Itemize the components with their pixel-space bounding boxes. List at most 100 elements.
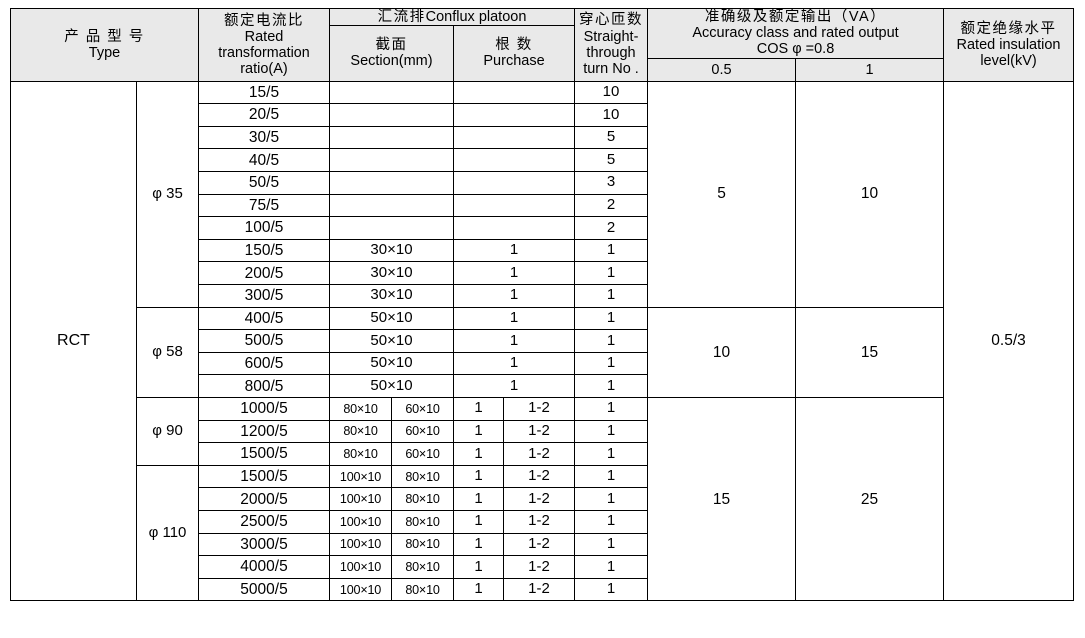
cell-purchase: [452, 193, 576, 218]
cell-diameter: φ 58: [136, 306, 199, 399]
cell-accuracy-05: 15: [647, 397, 797, 602]
cell-section-a: 100×10: [329, 487, 392, 511]
header-insulation-cn: 额定绝缘水平: [960, 20, 1057, 37]
table-row: φ 90 1000/5 80×10 60×10 1 1-2 1 15 25: [11, 397, 1074, 602]
table-row: 800/5 50×10 1 1: [11, 374, 1074, 399]
cell-ratio: 15/5: [198, 80, 330, 105]
cell-ratio: 75/5: [198, 193, 330, 218]
table-row: 2500/5 100×10 80×10 1 1-2 1: [11, 509, 1074, 534]
cell-turns: 10: [574, 103, 649, 127]
header-ratio-en2: transformation: [218, 44, 310, 61]
header-turns-en1: Straight-: [583, 28, 639, 45]
cell-purchase-b: 1-2: [502, 442, 576, 466]
table-row: 2000/5 100×10 80×10 1 1-2 1: [11, 487, 1074, 511]
header-accuracy-cos: COS φ =0.8: [756, 41, 835, 58]
header-accuracy-en: Accuracy class and rated output: [692, 25, 899, 42]
cell-purchase: [452, 125, 576, 150]
cell-purchase-b: 1-2: [502, 532, 576, 557]
cell-ratio: 3000/5: [198, 532, 330, 557]
header-ratio-en3: ratio(A): [240, 60, 288, 77]
cell-accuracy-05: 10: [647, 306, 797, 399]
table-body: RCT φ 35 15/5 10 5 10 0.5/3 20/5 10 30/5 5 40/5 5 50/…: [10, 80, 1075, 602]
header-turns-en2: through: [586, 44, 636, 61]
table-row: 100/5 2: [11, 216, 1074, 240]
header-turns: 穿心匝数 Straight- through turn No .: [574, 8, 649, 82]
cell-section-a: 80×10: [329, 442, 392, 466]
cell-section: [329, 171, 454, 195]
header-ratio: 额定电流比 Rated transformation ratio(A): [198, 8, 330, 82]
header-conflux: 汇流排Conflux platoon: [328, 7, 576, 27]
cell-section: [329, 193, 454, 218]
cell-ratio: 20/5: [198, 103, 330, 127]
header-turns-cn: 穿心匝数: [579, 12, 644, 29]
cell-turns: 1: [574, 509, 649, 534]
cell-purchase: 1: [452, 238, 576, 263]
header-conflux-cn: 汇流排: [377, 9, 426, 25]
header-row-3: 0.5 1: [11, 57, 1074, 82]
cell-turns: 1: [574, 577, 649, 602]
table-row: RCT φ 35 15/5 10 5 10 0.5/3: [10, 80, 1075, 602]
header-accuracy-col2: 1: [795, 57, 945, 82]
cell-purchase-b: 1-2: [502, 577, 576, 602]
cell-turns: 1: [574, 419, 649, 444]
cell-ratio: 400/5: [198, 306, 330, 331]
cell-ratio: 200/5: [198, 261, 330, 286]
cell-section-a: 100×10: [329, 577, 392, 602]
cell-purchase-b: 1-2: [502, 509, 576, 534]
cell-ratio: 600/5: [198, 351, 330, 376]
cell-accuracy-05: 5: [647, 80, 797, 308]
cell-purchase-a: 1: [453, 577, 504, 602]
header-purchase-cn: 根 数: [495, 37, 533, 54]
table-row: φ 110 1500/5 100×10 80×10 1 1-2 1: [11, 464, 1074, 602]
header-section-cn: 截面: [375, 37, 408, 54]
cell-purchase-a: 1: [453, 442, 504, 466]
header-type-cn: 产 品 型 号: [64, 28, 145, 45]
header-insulation-en1: Rated insulation: [956, 36, 1061, 53]
header-accuracy: 准确级及额定输出（VA） Accuracy class and rated ou…: [647, 8, 945, 59]
cell-turns: 1: [574, 487, 649, 511]
cell-ratio: 4000/5: [198, 555, 330, 579]
cell-purchase-a: 1: [453, 555, 504, 579]
cell-ratio: 800/5: [198, 374, 330, 399]
cell-ratio: 30/5: [198, 125, 330, 150]
cell-turns: 3: [574, 171, 649, 195]
cell-section: 50×10: [329, 374, 454, 399]
cell-ratio: 500/5: [198, 329, 330, 353]
cell-turns: 1: [574, 397, 649, 421]
cell-insulation: 0.5/3: [943, 80, 1075, 602]
header-type-en: Type: [88, 44, 121, 61]
cell-section: 30×10: [329, 238, 454, 263]
cell-ratio: 2500/5: [198, 509, 330, 534]
cell-purchase-a: 1: [453, 509, 504, 534]
cell-section: [329, 80, 454, 105]
cell-purchase-a: 1: [453, 464, 504, 489]
table-row: 600/5 50×10 1 1: [11, 351, 1074, 376]
table-row: 1500/5 80×10 60×10 1 1-2 1: [11, 442, 1074, 466]
cell-ratio: 2000/5: [198, 487, 330, 511]
table-row: 150/5 30×10 1 1: [11, 238, 1074, 263]
header-row-1: 产 品 型 号 Type 额定电流比 Rated transformation …: [10, 7, 1075, 82]
cell-turns: 1: [574, 555, 649, 579]
cell-turns: 1: [574, 351, 649, 376]
cell-ratio: 1200/5: [198, 419, 330, 444]
cell-turns: 5: [574, 148, 649, 173]
cell-section: 30×10: [329, 284, 454, 308]
cell-purchase: [452, 148, 576, 173]
cell-purchase: 1: [452, 351, 576, 376]
cell-ratio: 5000/5: [198, 577, 330, 602]
header-row-2: 截面 Section(mm) 根 数 Purchase: [11, 25, 1074, 82]
cell-turns: 1: [574, 306, 649, 331]
cell-ratio: 1000/5: [198, 397, 330, 421]
cell-diameter: φ 35: [136, 80, 199, 308]
cell-purchase-a: 1: [453, 487, 504, 511]
table-row: 1200/5 80×10 60×10 1 1-2 1: [11, 419, 1074, 444]
cell-turns: 1: [574, 238, 649, 263]
cell-turns: 1: [574, 284, 649, 308]
cell-purchase: [452, 171, 576, 195]
cell-turns: 1: [574, 464, 649, 489]
cell-section-a: 100×10: [329, 532, 392, 557]
header-turns-en3: turn No .: [583, 61, 639, 78]
cell-section-a: 100×10: [329, 464, 392, 489]
cell-purchase: [452, 103, 576, 127]
cell-section-b: 80×10: [391, 464, 454, 489]
